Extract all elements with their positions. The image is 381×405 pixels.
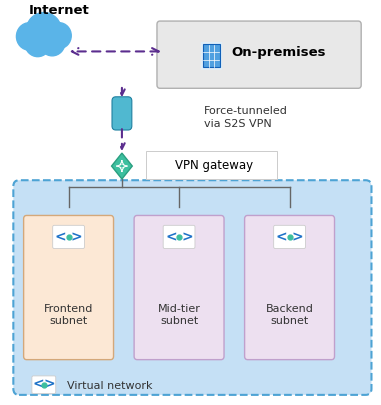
Text: Backend
subnet: Backend subnet: [266, 305, 314, 326]
FancyBboxPatch shape: [245, 215, 335, 360]
Text: <: <: [165, 230, 177, 244]
Text: On-premises: On-premises: [231, 46, 325, 59]
Circle shape: [26, 13, 62, 51]
Text: >: >: [181, 230, 193, 244]
FancyBboxPatch shape: [24, 215, 114, 360]
Text: <: <: [32, 378, 44, 392]
Text: >: >: [292, 230, 303, 244]
Circle shape: [39, 28, 65, 56]
Circle shape: [47, 23, 71, 49]
Text: >: >: [44, 378, 56, 392]
Text: Frontend
subnet: Frontend subnet: [44, 305, 93, 326]
Text: VPN gateway: VPN gateway: [175, 159, 253, 172]
FancyBboxPatch shape: [13, 180, 371, 395]
FancyBboxPatch shape: [32, 376, 56, 394]
Text: Mid-tier
subnet: Mid-tier subnet: [158, 305, 200, 326]
Text: Internet: Internet: [29, 4, 89, 17]
FancyBboxPatch shape: [112, 97, 132, 130]
Text: <: <: [55, 230, 66, 244]
FancyBboxPatch shape: [163, 225, 195, 249]
FancyBboxPatch shape: [274, 225, 306, 249]
FancyBboxPatch shape: [203, 44, 220, 67]
Polygon shape: [112, 153, 132, 179]
Text: Force-tunneled
via S2S VPN: Force-tunneled via S2S VPN: [204, 106, 288, 129]
Circle shape: [25, 29, 51, 57]
FancyBboxPatch shape: [53, 225, 85, 249]
FancyBboxPatch shape: [146, 151, 277, 179]
Text: <: <: [276, 230, 287, 244]
Text: Virtual network: Virtual network: [67, 381, 152, 390]
Text: >: >: [71, 230, 82, 244]
FancyBboxPatch shape: [134, 215, 224, 360]
FancyBboxPatch shape: [201, 42, 222, 70]
Circle shape: [16, 23, 42, 50]
FancyBboxPatch shape: [157, 21, 361, 88]
